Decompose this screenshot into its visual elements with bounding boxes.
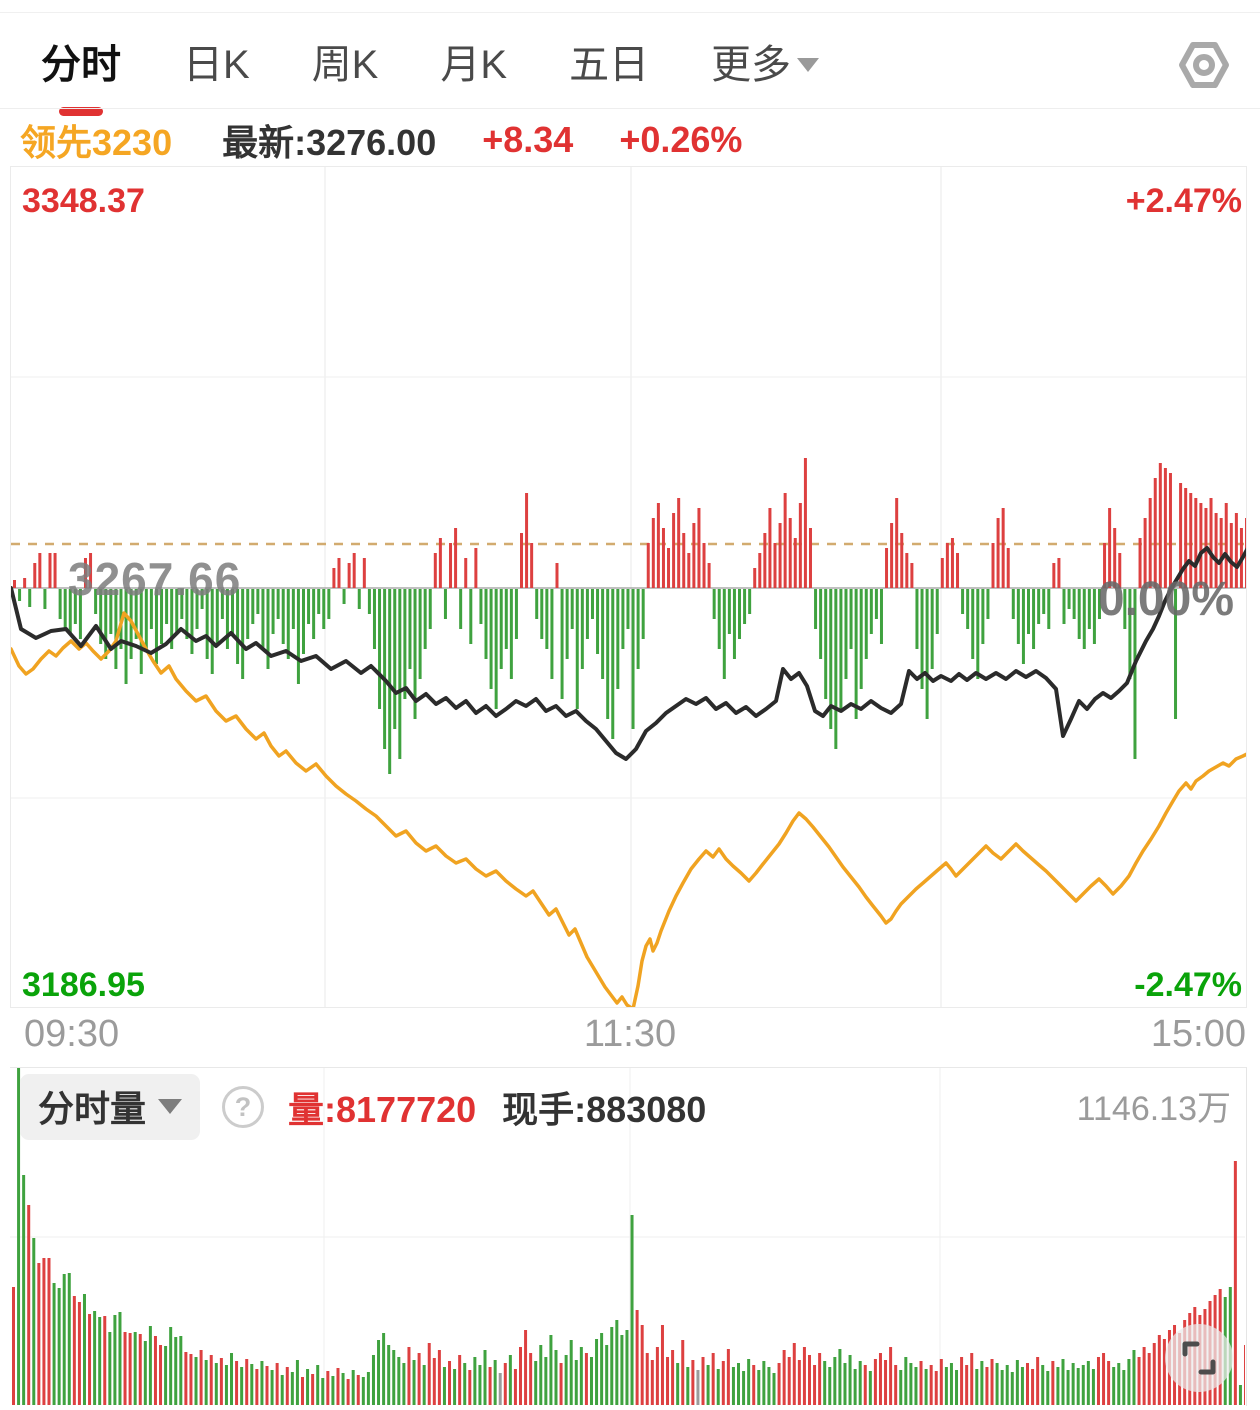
tab-weekly-k[interactable]: 周K <box>311 42 379 87</box>
volume-indicator-selector[interactable]: 分时量 <box>20 1074 201 1140</box>
active-tab-underline <box>59 106 103 116</box>
pct-min-label: -2.47% <box>1134 966 1242 1004</box>
leading-indicator-value: 领先3230 <box>20 122 173 163</box>
chevron-down-icon <box>158 1098 183 1114</box>
chart-tab-bar: 分时 日K 周K 月K 五日 更多 <box>0 13 1260 116</box>
tab-more[interactable]: 更多 <box>711 32 820 90</box>
time-axis: 09:30 11:30 15:00 <box>10 1013 1250 1061</box>
pct-max-label: +2.47% <box>1125 182 1242 220</box>
intraday-chart-svg <box>9 167 1251 1011</box>
volume-selector-label: 分时量 <box>38 1088 147 1129</box>
price-min-label: 3186.95 <box>22 966 145 1004</box>
fullscreen-button[interactable] <box>1165 1324 1233 1392</box>
chevron-down-icon <box>797 57 820 72</box>
price-and-leading-lines <box>9 544 1251 1011</box>
nut-settings-icon[interactable] <box>1176 37 1232 93</box>
tab-five-day[interactable]: 五日 <box>569 42 650 87</box>
quote-header: 领先3230 最新:3276.00 +8.34 +0.26% <box>0 114 1260 166</box>
current-lots-value: 现手:883080 <box>502 1089 707 1130</box>
minute-updown-bars <box>13 458 1249 774</box>
volume-value: 量:8177720 <box>288 1089 477 1130</box>
tab-intraday[interactable]: 分时 <box>41 32 121 116</box>
pct-zero-label: 0.00% <box>1097 573 1234 626</box>
tab-daily-k[interactable]: 日K <box>183 42 250 87</box>
volume-header: 分时量 ? 量:8177720 现手:883080 1146.13万 <box>10 1074 1247 1140</box>
tab-intraday-label: 分时 <box>41 42 121 87</box>
time-open: 09:30 <box>24 1013 120 1055</box>
tabbar-divider <box>0 108 1260 109</box>
prev-close-label: 3267.66 <box>68 553 242 605</box>
tab-monthly-k[interactable]: 月K <box>440 42 508 87</box>
fullscreen-expand-icon <box>1182 1341 1216 1375</box>
time-close: 15:00 <box>1150 1013 1246 1055</box>
price-max-label: 3348.37 <box>22 182 145 220</box>
price-change-percent: +0.26% <box>619 119 743 160</box>
top-divider <box>0 12 1260 13</box>
latest-price: 最新:3276.00 <box>222 122 437 163</box>
volume-chart-area[interactable] <box>10 1067 1248 1406</box>
help-icon[interactable]: ? <box>222 1086 265 1128</box>
time-noon: 11:30 <box>583 1013 677 1055</box>
intraday-chart-area[interactable] <box>9 166 1251 1011</box>
price-change: +8.34 <box>482 119 574 160</box>
max-volume-label: 1146.13万 <box>1076 1090 1231 1128</box>
